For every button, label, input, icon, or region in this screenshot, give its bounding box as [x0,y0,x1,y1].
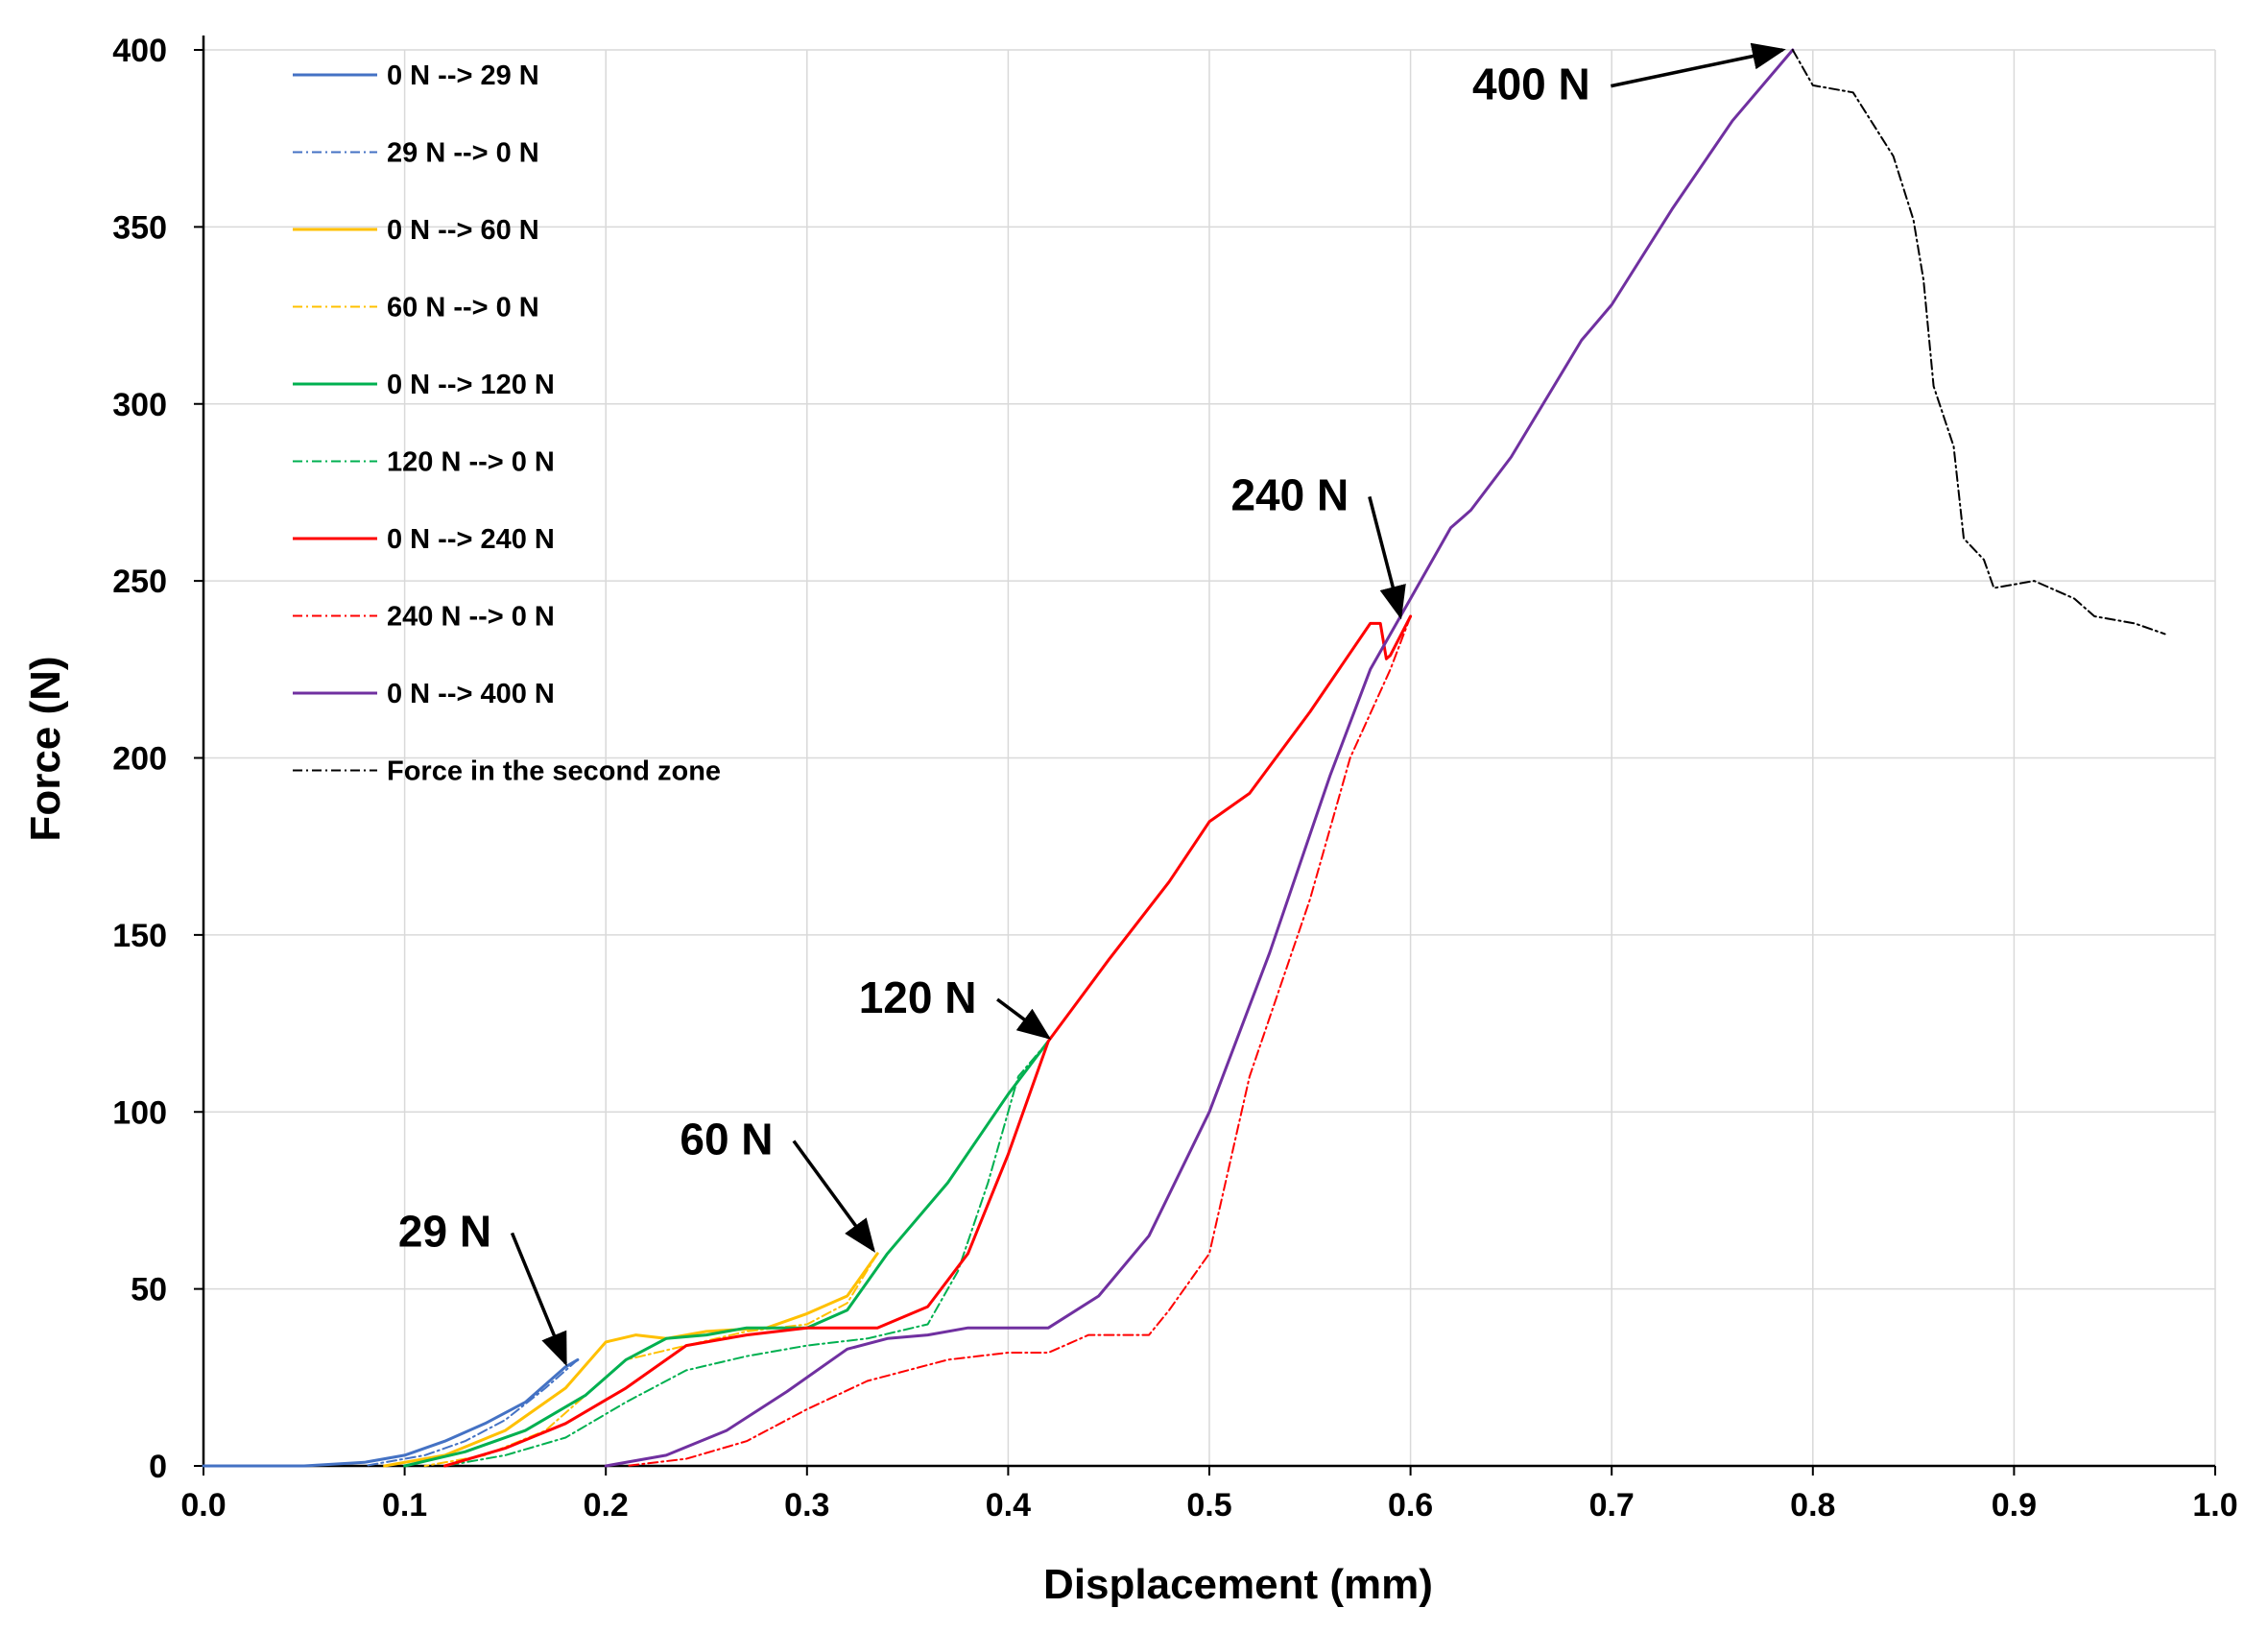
x-axis-title: Displacement (mm) [1043,1561,1433,1608]
y-tick-label: 250 [112,564,167,600]
annotation-label: 400 N [1472,60,1590,109]
legend: 0 N --> 29 N 29 N --> 0 N 0 N --> 60 N 60 N… [293,60,721,787]
axes: 0.0 0.1 0.2 0.3 0.4 0.5 0.6 0.7 0.8 0.9 1.0 0 50 100 1… [112,33,2237,1524]
annotation-label: 120 N [859,972,977,1022]
grid-lines [203,49,2216,1466]
legend-label: 0 N --> 29 N [387,60,539,91]
legend-label: 29 N --> 0 N [387,138,539,169]
legend-label: 240 N --> 0 N [387,602,555,633]
legend-label: 0 N --> 60 N [387,215,539,246]
y-tick-label: 0 [149,1449,167,1485]
x-tick-label: 0.1 [382,1487,427,1524]
x-tick-label: 0.6 [1388,1487,1433,1524]
series-line-7 [625,615,1412,1467]
data-series [202,48,2166,1468]
annotation-arrow [792,1140,876,1253]
series-line-2 [383,1252,879,1468]
x-tick-label: 0.0 [180,1487,226,1524]
y-tick-label: 350 [112,209,167,246]
legend-label: 60 N --> 0 N [387,293,539,324]
legend-label: 0 N --> 240 N [387,524,555,555]
y-tick-label: 300 [112,387,167,423]
x-tick-label: 1.0 [2192,1487,2237,1524]
y-tick-label: 50 [131,1272,167,1308]
legend-label: 120 N --> 0 N [387,447,555,478]
x-tick-label: 0.4 [986,1487,1031,1524]
y-tick-label: 100 [112,1094,167,1131]
annotation-label: 240 N [1230,469,1349,519]
x-tick-label: 0.8 [1790,1487,1835,1524]
annotations: 29 N 60 N 120 N 240 N 400 N [398,42,1786,1367]
series-line-1 [363,1358,579,1467]
series-line-3 [423,1252,879,1467]
annotation-arrow [1611,42,1786,88]
x-tick-label: 0.7 [1589,1487,1635,1524]
y-tick-label: 200 [112,741,167,778]
y-axis-title: Force (N) [22,656,69,841]
legend-label: Force in the second zone [387,756,721,787]
legend-label: 0 N --> 120 N [387,370,555,400]
annotation-arrow [996,997,1052,1040]
y-tick-label: 400 [112,33,167,69]
x-tick-label: 0.9 [1992,1487,2037,1524]
x-tick-label: 0.3 [784,1487,829,1524]
annotation-label: 29 N [398,1206,491,1256]
series-line-6 [443,614,1413,1468]
x-tick-label: 0.2 [584,1487,629,1524]
annotation-arrow [510,1232,567,1367]
series-line-9 [1791,49,2166,636]
series-line-0 [202,1357,580,1468]
annotation-arrow [1368,495,1406,620]
series-line-8 [604,48,1795,1468]
y-tick-label: 150 [112,918,167,954]
series-line-4 [403,1040,1050,1468]
x-tick-label: 0.5 [1186,1487,1231,1524]
series-line-5 [443,1040,1050,1467]
legend-label: 0 N --> 400 N [387,679,555,709]
annotation-label: 60 N [680,1115,773,1164]
